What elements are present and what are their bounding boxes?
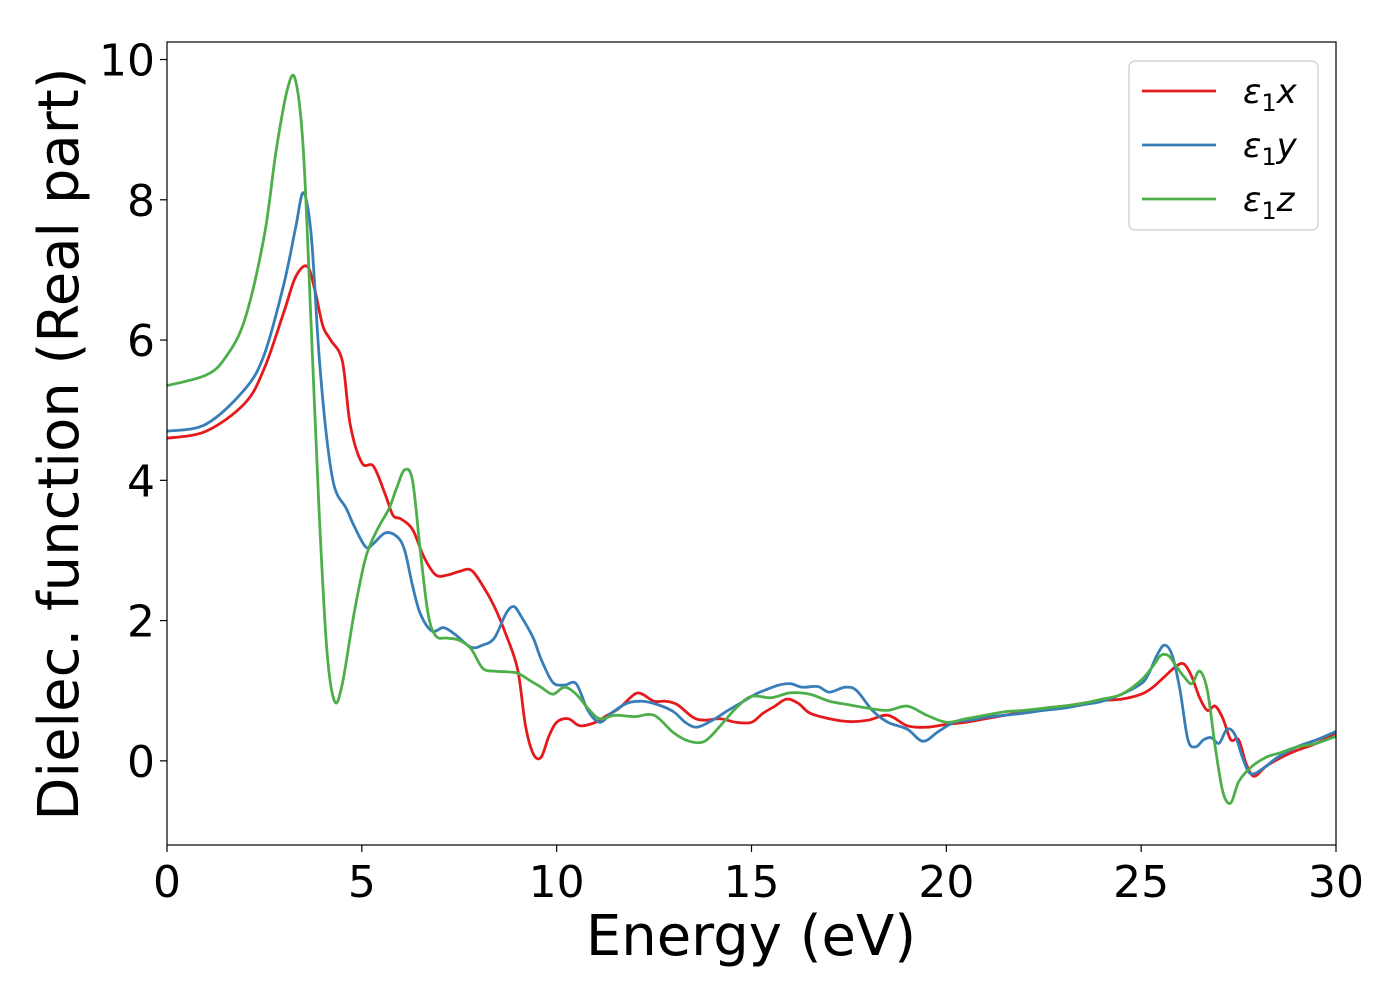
y-tick-label: 2 [127,597,155,648]
y-tick-label: 6 [127,316,155,367]
x-axis: 0 5 10 15 20 25 30 [153,845,1364,908]
y-axis: 0 2 4 6 8 10 [99,36,167,788]
y-tick-label: 10 [99,36,155,87]
series-line-x [167,264,1336,778]
legend-label-x: ε1x [1243,72,1298,117]
series-line-z [167,73,1336,805]
x-tick-label: 0 [153,857,181,908]
x-tick-label: 20 [918,857,974,908]
x-tick-label: 30 [1308,857,1364,908]
x-axis-label: Energy (eV) [586,904,916,969]
x-tick-label: 5 [348,857,376,908]
legend: ε1x ε1y ε1z [1128,60,1319,231]
x-tick-label: 15 [724,857,780,908]
series-line-y [167,191,1336,776]
legend-label-y: ε1y [1243,126,1298,171]
series-lines [167,73,1336,805]
y-tick-label: 4 [127,456,155,507]
y-tick-label: 8 [127,176,155,227]
x-tick-label: 10 [529,857,585,908]
legend-label-z: ε1z [1243,180,1296,225]
y-axis-label: Dielec. function (Real part) [27,67,92,820]
x-tick-label: 25 [1113,857,1169,908]
y-tick-label: 0 [127,737,155,788]
legend-box [1128,60,1319,231]
